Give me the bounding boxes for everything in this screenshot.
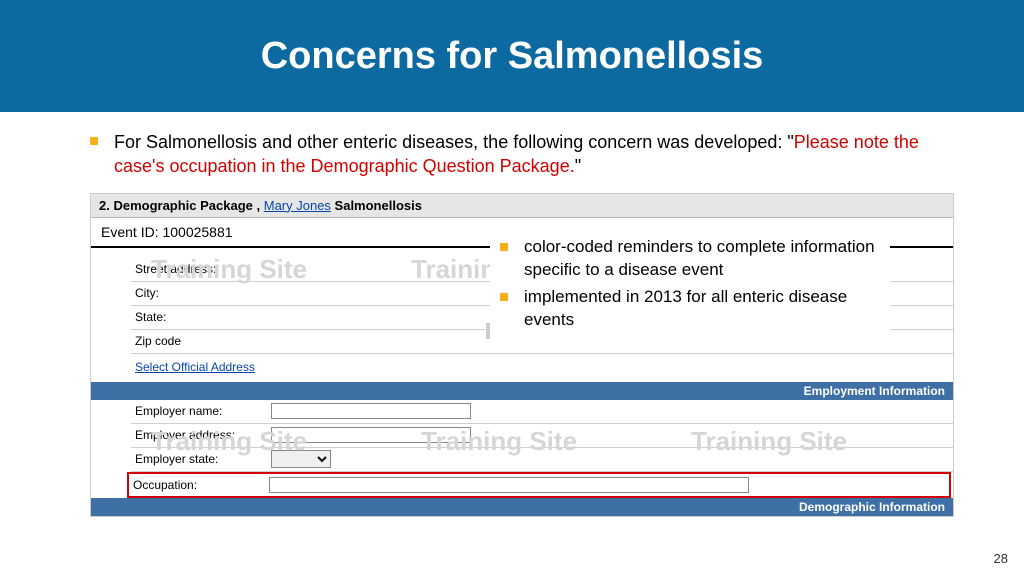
overlay-text-2: implemented in 2013 for all enteric dise…	[524, 286, 876, 332]
employment-form-area: Training Site Training Site Training Sit…	[91, 400, 953, 472]
main-bullet: For Salmonellosis and other enteric dise…	[90, 130, 954, 179]
employer-state-row: Employer state:	[131, 448, 953, 472]
occupation-label: Occupation:	[133, 478, 269, 492]
employment-section-bar: Employment Information	[91, 382, 953, 400]
occupation-input[interactable]	[269, 477, 749, 493]
street-label: Street address:	[131, 262, 271, 276]
overlay-bullet-1: color-coded reminders to complete inform…	[500, 236, 876, 282]
employer-state-label: Employer state:	[131, 452, 271, 466]
disease-name: Salmonellosis	[331, 198, 422, 213]
overlay-callout: color-coded reminders to complete inform…	[490, 226, 890, 346]
city-label: City:	[131, 286, 271, 300]
main-bullet-text: For Salmonellosis and other enteric dise…	[114, 130, 954, 179]
page-number: 28	[994, 551, 1008, 566]
bullet-tail: "	[575, 156, 581, 176]
patient-name-link[interactable]: Mary Jones	[264, 198, 331, 213]
zip-label: Zip code	[131, 334, 271, 348]
bullet-lead: For Salmonellosis and other enteric dise…	[114, 132, 794, 152]
occupation-row-highlighted: Occupation:	[127, 472, 951, 498]
bullet-icon	[90, 137, 98, 145]
package-number: 2. Demographic Package ,	[99, 198, 264, 213]
employer-name-row: Employer name:	[131, 400, 953, 424]
select-address-link[interactable]: Select Official Address	[135, 360, 255, 374]
employer-address-row: Employer address:	[131, 424, 953, 448]
select-address-row: Select Official Address	[131, 354, 953, 382]
slide-header: Concerns for Salmonellosis	[0, 0, 1024, 112]
overlay-bullet-2: implemented in 2013 for all enteric dise…	[500, 286, 876, 332]
overlay-text-1: color-coded reminders to complete inform…	[524, 236, 876, 282]
employer-state-select[interactable]	[271, 450, 331, 468]
bullet-icon	[500, 293, 508, 301]
employer-name-input[interactable]	[271, 403, 471, 419]
state-label: State:	[131, 310, 271, 324]
employer-address-input[interactable]	[271, 427, 471, 443]
package-header: 2. Demographic Package , Mary Jones Salm…	[91, 194, 953, 218]
demographic-section-bar: Demographic Information	[91, 498, 953, 516]
employer-name-label: Employer name:	[131, 404, 271, 418]
slide-title: Concerns for Salmonellosis	[261, 35, 764, 78]
employer-address-label: Employer address:	[131, 428, 271, 442]
bullet-icon	[500, 243, 508, 251]
